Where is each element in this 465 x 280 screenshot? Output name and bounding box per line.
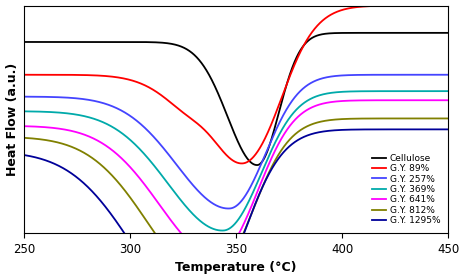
G.Y. 369% <box>392 90 397 93</box>
Cellulose <box>202 67 208 70</box>
Y-axis label: Heat Flow (a.u.): Heat Flow (a.u.) <box>6 63 19 176</box>
G.Y. 369% <box>70 112 75 116</box>
G.Y. 369% <box>21 110 27 113</box>
G.Y. 369% <box>219 229 225 232</box>
G.Y. 641% <box>184 238 190 241</box>
Cellulose <box>70 40 75 44</box>
G.Y. 257% <box>184 176 190 179</box>
G.Y. 89% <box>445 4 451 7</box>
G.Y. 1295% <box>70 172 75 176</box>
X-axis label: Temperature (°C): Temperature (°C) <box>175 262 297 274</box>
Line: G.Y. 1295%: G.Y. 1295% <box>24 129 448 280</box>
G.Y. 1295% <box>95 196 100 199</box>
G.Y. 89% <box>95 74 100 77</box>
G.Y. 641% <box>70 129 75 133</box>
Cellulose <box>184 48 190 51</box>
G.Y. 89% <box>21 73 27 76</box>
G.Y. 257% <box>21 95 27 98</box>
G.Y. 641% <box>202 252 208 255</box>
G.Y. 89% <box>239 162 245 165</box>
G.Y. 257% <box>70 96 75 100</box>
G.Y. 257% <box>95 100 100 103</box>
G.Y. 1295% <box>437 128 443 131</box>
Cellulose <box>95 40 100 44</box>
G.Y. 641% <box>95 139 100 142</box>
G.Y. 89% <box>184 114 190 117</box>
G.Y. 257% <box>437 73 443 76</box>
Line: G.Y. 812%: G.Y. 812% <box>24 118 448 280</box>
G.Y. 369% <box>95 118 100 122</box>
Cellulose <box>437 31 443 34</box>
Cellulose <box>254 163 260 167</box>
Cellulose <box>21 40 27 44</box>
G.Y. 812% <box>392 117 397 120</box>
Legend: Cellulose, G.Y. 89%, G.Y. 257%, G.Y. 369%, G.Y. 641%, G.Y. 812%, G.Y. 1295%: Cellulose, G.Y. 89%, G.Y. 257%, G.Y. 369… <box>369 150 444 229</box>
Line: G.Y. 89%: G.Y. 89% <box>24 6 448 164</box>
G.Y. 257% <box>445 73 451 76</box>
G.Y. 641% <box>445 99 451 102</box>
G.Y. 1295% <box>21 153 27 157</box>
Line: G.Y. 257%: G.Y. 257% <box>24 75 448 209</box>
G.Y. 641% <box>437 99 443 102</box>
G.Y. 641% <box>21 125 27 128</box>
G.Y. 812% <box>437 117 443 120</box>
G.Y. 369% <box>445 89 451 93</box>
G.Y. 641% <box>392 99 397 102</box>
G.Y. 89% <box>437 4 443 7</box>
G.Y. 812% <box>445 117 451 120</box>
G.Y. 812% <box>21 136 27 139</box>
G.Y. 89% <box>392 4 397 7</box>
G.Y. 89% <box>70 73 75 76</box>
G.Y. 257% <box>392 73 397 76</box>
G.Y. 369% <box>184 206 190 209</box>
G.Y. 369% <box>437 89 443 93</box>
G.Y. 89% <box>202 129 208 132</box>
G.Y. 1295% <box>445 128 451 131</box>
G.Y. 369% <box>202 223 208 226</box>
G.Y. 257% <box>226 207 231 210</box>
G.Y. 641% <box>213 254 219 258</box>
Line: G.Y. 369%: G.Y. 369% <box>24 91 448 230</box>
G.Y. 812% <box>184 271 190 274</box>
G.Y. 1295% <box>392 128 397 131</box>
G.Y. 257% <box>202 196 208 199</box>
Line: G.Y. 641%: G.Y. 641% <box>24 100 448 256</box>
Line: Cellulose: Cellulose <box>24 33 448 165</box>
G.Y. 812% <box>95 160 100 164</box>
G.Y. 812% <box>70 146 75 149</box>
Cellulose <box>392 31 397 34</box>
Cellulose <box>445 31 451 34</box>
